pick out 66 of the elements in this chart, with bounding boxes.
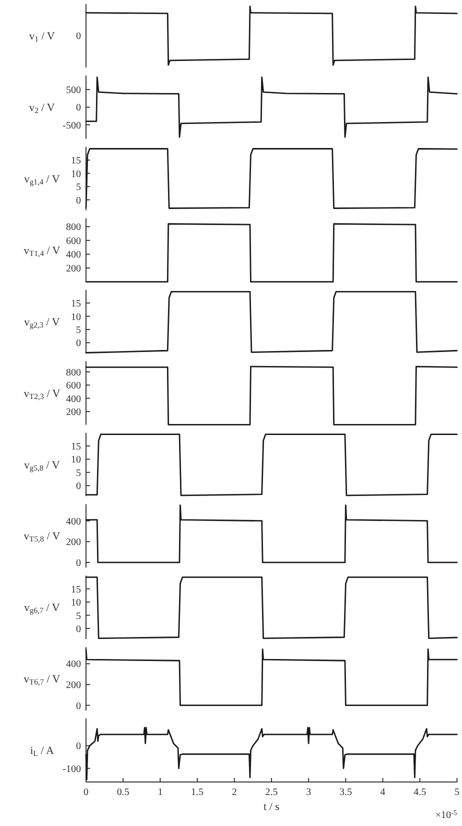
y-tick-label: 5 bbox=[76, 324, 81, 336]
y-tick-label: 800 bbox=[66, 367, 81, 378]
x-tick-label: 0.5 bbox=[116, 787, 130, 798]
x-tick-label: 3.5 bbox=[339, 787, 352, 798]
y-tick-label: 600 bbox=[66, 380, 81, 392]
y-tick-label: 0 bbox=[76, 624, 81, 636]
line-series bbox=[85, 148, 458, 209]
y-tick-label: 15 bbox=[71, 584, 81, 596]
y-axis-title: v$_{1}$ / V bbox=[29, 30, 55, 44]
y-axis-title: v$_{g1,4}$ / V bbox=[24, 173, 60, 187]
x-tick-label: 1 bbox=[158, 787, 163, 798]
y-tick-label: 15 bbox=[71, 441, 81, 452]
x-tick-label: 5 bbox=[454, 787, 460, 798]
y-tick-label: 0 bbox=[76, 195, 81, 206]
y-tick-label: 10 bbox=[71, 598, 81, 609]
x-tick-label: 2 bbox=[232, 787, 237, 798]
x-tick-label: 2.5 bbox=[265, 787, 278, 798]
y-tick-label: 600 bbox=[66, 236, 81, 247]
y-tick-label: 400 bbox=[66, 516, 81, 528]
y-axis-title: v$_{T1,4}$ / V bbox=[24, 244, 60, 258]
y-tick-label: 10 bbox=[71, 454, 81, 466]
y-tick-label: 500 bbox=[66, 85, 81, 96]
y-tick-label: 0 bbox=[76, 481, 81, 492]
y-tick-label: 800 bbox=[66, 222, 81, 234]
y-axis-title: v$_{g6,7}$ / V bbox=[24, 602, 60, 616]
line-series bbox=[85, 290, 458, 354]
x-tick-label: 1.5 bbox=[191, 787, 204, 798]
x-tick-label: 4.5 bbox=[414, 787, 426, 798]
line-series bbox=[85, 434, 458, 496]
y-tick-label: 200 bbox=[66, 264, 81, 275]
y-tick-label: 15 bbox=[71, 298, 81, 310]
x-tick-label: 0 bbox=[84, 787, 88, 798]
y-tick-label: 200 bbox=[66, 680, 81, 692]
y-axis-title: v$_{g5,8}$ / V bbox=[24, 459, 60, 473]
y-axis-title: v$_{2}$ / V bbox=[29, 102, 55, 116]
y-tick-label: -100 bbox=[62, 764, 81, 775]
y-tick-label: 15 bbox=[71, 156, 81, 167]
y-tick-label: 10 bbox=[71, 168, 81, 180]
line-series bbox=[85, 76, 458, 138]
y-axis-title: v$_{T5,8}$ / V bbox=[24, 530, 60, 544]
y-axis-title: i$_{L}$ / A bbox=[30, 745, 54, 759]
y-tick-label: 5 bbox=[76, 610, 81, 622]
y-tick-label: 0 bbox=[76, 700, 81, 712]
y-axis-title: v$_{T6,7}$ / V bbox=[24, 674, 60, 688]
x-axis-title: t / s bbox=[264, 801, 280, 813]
y-tick-label: 5 bbox=[76, 468, 81, 479]
y-tick-label: 200 bbox=[66, 537, 81, 548]
y-tick-label: -500 bbox=[62, 120, 81, 132]
y-tick-label: 5 bbox=[76, 182, 81, 194]
y-tick-label: 0 bbox=[76, 338, 81, 350]
y-tick-label: 200 bbox=[66, 407, 81, 418]
y-tick-label: 0 bbox=[76, 558, 81, 569]
x-tick-label: 3 bbox=[306, 787, 312, 798]
y-tick-label: 0 bbox=[76, 741, 81, 752]
line-series bbox=[85, 504, 458, 564]
y-axis-title: v$_{g2,3}$ / V bbox=[24, 316, 60, 330]
y-tick-label: 400 bbox=[66, 394, 81, 405]
y-tick-label: 0 bbox=[76, 102, 81, 114]
y-tick-label: 10 bbox=[71, 312, 81, 323]
line-series bbox=[85, 648, 458, 706]
text: ×10$^{-5}$ bbox=[435, 809, 458, 821]
y-axis-title: v$_{T2,3}$ / V bbox=[24, 388, 60, 402]
y-tick-label: 400 bbox=[66, 659, 81, 670]
x-tick-label: 4 bbox=[380, 787, 386, 798]
line-series bbox=[85, 576, 458, 639]
y-tick-label: 400 bbox=[66, 250, 81, 261]
